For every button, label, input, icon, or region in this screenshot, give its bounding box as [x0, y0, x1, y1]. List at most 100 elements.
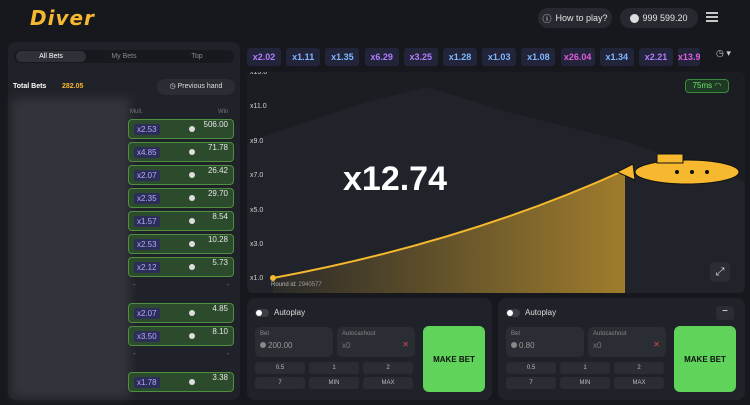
- history-multiplier[interactable]: x6.29: [364, 48, 399, 66]
- bet-panel: − Autoplay Bet 0.80 Autocashout x0 ✕ 0.5 1 2 7 MIN M…: [498, 298, 745, 400]
- bet-win: -: [226, 349, 229, 358]
- autoplay-label: Autoplay: [274, 308, 306, 317]
- clear-icon: ✕: [402, 340, 409, 349]
- history-multiplier[interactable]: x1.03: [482, 48, 517, 66]
- tab[interactable]: My Bets: [111, 53, 137, 60]
- autoplay-knob: [256, 310, 262, 316]
- chip[interactable]: 7: [506, 377, 556, 389]
- bet-multiplier: x4.85: [134, 147, 160, 158]
- history-multiplier[interactable]: x1.11: [286, 48, 321, 66]
- chip[interactable]: 2: [363, 362, 413, 374]
- coin-icon: [189, 218, 195, 224]
- y-axis-label: x13.0: [250, 72, 268, 76]
- coin-icon: [189, 172, 195, 178]
- history-multiplier[interactable]: x1.35: [325, 48, 360, 66]
- bet-input[interactable]: Bet 0.80: [506, 327, 584, 357]
- how-to-play[interactable]: ⓘ How to play?: [538, 8, 612, 28]
- history-multiplier[interactable]: x3.25: [403, 48, 438, 66]
- round-id: Round id: 2940577: [271, 282, 322, 288]
- make-bet-button[interactable]: MAKE BET: [423, 326, 485, 392]
- history-toggle[interactable]: ◷ ▾: [716, 48, 731, 58]
- current-multiplier: x12.74: [343, 160, 447, 198]
- fullscreen-button[interactable]: ⤢: [710, 262, 730, 282]
- round-value: 2940577: [298, 282, 322, 288]
- bet-multiplier: x2.07: [134, 308, 160, 319]
- bet-value: 200.00: [268, 341, 293, 350]
- chip[interactable]: 0.5: [506, 362, 556, 374]
- bet-row: x1.57 8.54: [128, 211, 234, 231]
- history-multiplier[interactable]: x1.34: [599, 48, 634, 66]
- bet-multiplier: x2.35: [134, 193, 160, 204]
- autoplay-knob: [507, 310, 513, 316]
- chip[interactable]: 1: [560, 362, 610, 374]
- tab[interactable]: Top: [191, 53, 203, 60]
- bet-row: x1.78 3.38: [128, 372, 234, 392]
- blurred-names: [12, 98, 130, 398]
- coin-icon: [189, 241, 195, 247]
- y-axis-label: x1.0: [250, 275, 264, 283]
- total-bets-label: Total Bets: [13, 83, 47, 90]
- chip[interactable]: 1: [309, 362, 359, 374]
- bet-label: Bet: [511, 331, 521, 337]
- how-to-play-text: How to play?: [555, 13, 608, 23]
- bet-win: 5.73: [212, 258, 228, 267]
- bet-row: --: [128, 349, 234, 369]
- bet-row: x3.50 8.10: [128, 326, 234, 346]
- y-axis-label: x3.0: [250, 241, 264, 248]
- tab[interactable]: All Bets: [16, 51, 86, 62]
- history-multiplier[interactable]: x2.02: [247, 48, 281, 66]
- autoplay-toggle[interactable]: [506, 309, 520, 317]
- bet-row: --: [128, 280, 234, 300]
- autocashout-input[interactable]: Autocashout x0 ✕: [588, 327, 666, 357]
- coin-icon: [189, 333, 195, 339]
- history-multiplier[interactable]: x2.21: [639, 48, 673, 66]
- chip[interactable]: MIN: [560, 377, 610, 389]
- chip[interactable]: 2: [614, 362, 664, 374]
- history-multiplier[interactable]: x13.9: [678, 48, 701, 66]
- remove-panel[interactable]: −: [716, 306, 734, 320]
- game-scene: [247, 87, 745, 293]
- history-multiplier[interactable]: x1.28: [443, 48, 477, 66]
- game-area: x12.74 75ms ◠ Round id: 2940577 ⤢ x13.0 x…: [247, 72, 745, 293]
- logo: Diver: [30, 6, 95, 30]
- autocashout-label: Autocashout: [342, 331, 376, 337]
- bet-row: x4.85 71.78: [128, 142, 234, 162]
- chip[interactable]: MAX: [363, 377, 413, 389]
- chip[interactable]: MIN: [309, 377, 359, 389]
- bet-input[interactable]: Bet 200.00: [255, 327, 333, 357]
- make-bet-button[interactable]: MAKE BET: [674, 326, 736, 392]
- ping-value: 75ms: [692, 81, 713, 90]
- chip[interactable]: 7: [255, 377, 305, 389]
- coin-icon: [511, 342, 517, 348]
- bet-multiplier: -: [133, 349, 136, 358]
- history-multiplier[interactable]: x1.08: [521, 48, 556, 66]
- bet-multiplier: x2.53: [134, 124, 160, 135]
- bet-panel: Autoplay Bet 200.00 Autocashout x0 ✕ 0.5 1 2 7 MIN…: [247, 298, 492, 400]
- previous-hand-button[interactable]: ◷ Previous hand: [157, 79, 235, 95]
- bet-win: 8.54: [212, 212, 228, 221]
- y-axis-label: x9.0: [250, 137, 264, 145]
- bet-multiplier: x2.07: [134, 170, 160, 181]
- bet-row: x2.35 29.70: [128, 188, 234, 208]
- clear-icon: ✕: [653, 340, 660, 349]
- autocashout-input[interactable]: Autocashout x0 ✕: [337, 327, 415, 357]
- balance: 999 599.20: [620, 8, 698, 28]
- autoplay-toggle[interactable]: [255, 309, 269, 317]
- bet-win: 4.85: [212, 304, 228, 313]
- chip[interactable]: 0.5: [255, 362, 305, 374]
- round-label: Round id:: [271, 282, 297, 288]
- bet-value: 0.80: [519, 341, 535, 350]
- bet-multiplier: x2.53: [134, 239, 160, 250]
- bet-win: 29.70: [207, 189, 228, 198]
- bet-label: Bet: [260, 331, 270, 337]
- coin-icon: [189, 149, 195, 155]
- column-header: Win: [218, 109, 229, 115]
- menu-icon[interactable]: [706, 12, 718, 22]
- coin-icon: [189, 264, 195, 270]
- bet-multiplier: -: [133, 280, 136, 289]
- chip[interactable]: MAX: [614, 377, 664, 389]
- history-multiplier[interactable]: x26.04: [560, 48, 595, 66]
- bet-row: x2.12 5.73: [128, 257, 234, 277]
- autoplay-label: Autoplay: [525, 308, 557, 317]
- coin-icon: [189, 310, 195, 316]
